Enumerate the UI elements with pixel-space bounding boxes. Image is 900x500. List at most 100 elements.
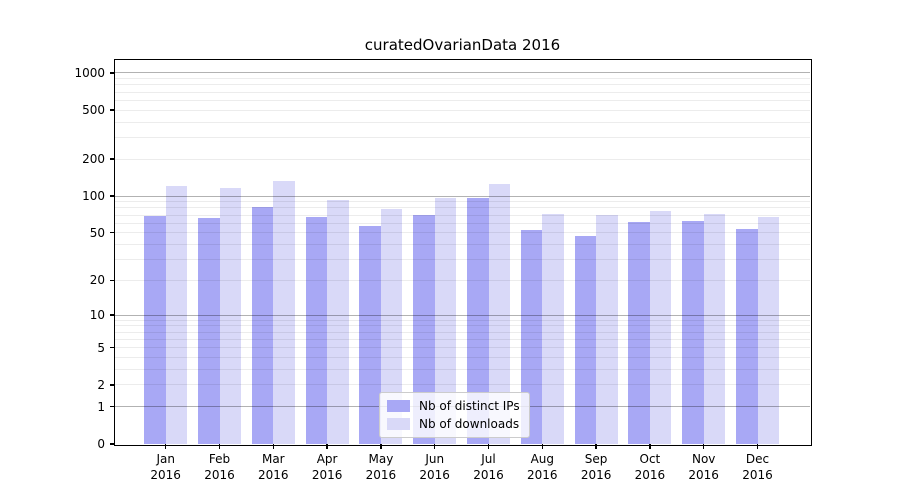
bar — [467, 197, 489, 444]
x-tick — [595, 444, 597, 449]
x-tick — [326, 444, 328, 449]
plot-area — [115, 60, 810, 444]
y-tick-label: 1000 — [74, 65, 105, 80]
gridline-minor — [115, 244, 810, 245]
y-tick — [109, 195, 115, 197]
gridline-minor — [115, 99, 810, 101]
bar — [327, 199, 349, 444]
x-tick-month: Oct — [639, 452, 661, 466]
x-tick-year: 2016 — [634, 467, 666, 482]
x-tick-label: Dec 2016 — [726, 452, 790, 483]
y-tick-label: 5 — [97, 340, 105, 355]
y-tick-label: 200 — [82, 152, 105, 167]
bar — [198, 218, 220, 444]
gridline-minor — [115, 331, 810, 333]
gridline-minor — [115, 347, 810, 349]
x-tick — [218, 444, 221, 449]
legend-entry: Nb of downloads — [387, 416, 520, 432]
y-tick — [109, 109, 115, 111]
x-tick-month: Dec — [745, 452, 770, 466]
x-tick-year: 2016 — [311, 467, 343, 482]
x-tick-month: Apr — [316, 452, 338, 466]
x-tick-year: 2016 — [580, 467, 612, 482]
legend-label: Nb of distinct IPs — [419, 399, 520, 413]
x-tick-month: Feb — [208, 452, 231, 466]
gridline-minor — [115, 121, 810, 123]
x-tick-year: 2016 — [742, 467, 773, 482]
y-tick-label: 2 — [97, 377, 105, 392]
x-tick-month: Nov — [691, 452, 716, 466]
bar — [413, 215, 435, 444]
x-tick-month: Mar — [261, 452, 285, 466]
chart-title: curatedOvarianData 2016 — [364, 36, 561, 54]
x-tick — [756, 444, 759, 449]
bar — [488, 184, 510, 444]
y-tick-label: 10 — [89, 308, 105, 323]
legend-swatch — [387, 418, 410, 430]
x-tick-year: 2016 — [688, 467, 719, 482]
gridline-major — [115, 195, 810, 197]
x-tick-year: 2016 — [419, 467, 450, 482]
x-tick-label: Jan 2016 — [134, 452, 198, 483]
y-tick-label: 20 — [89, 273, 105, 288]
x-tick-label: Feb 2016 — [188, 452, 252, 483]
y-tick — [109, 314, 115, 316]
x-tick-year: 2016 — [527, 467, 558, 482]
bar — [520, 229, 543, 444]
x-tick — [487, 444, 490, 449]
x-tick-month: Jan — [156, 452, 175, 466]
x-tick-year: 2016 — [473, 467, 504, 482]
y-tick-label: 50 — [89, 225, 105, 240]
gridline-minor — [115, 232, 810, 234]
gridline-major — [115, 72, 810, 74]
y-tick — [109, 279, 115, 282]
bar — [703, 213, 726, 444]
x-tick-year: 2016 — [258, 467, 289, 482]
bar — [251, 207, 274, 444]
gridline-minor — [115, 369, 810, 371]
gridline-minor — [115, 214, 810, 216]
bar — [144, 215, 166, 444]
gridline-major — [115, 314, 810, 316]
bar — [736, 228, 758, 444]
x-tick-label: Mar 2016 — [241, 452, 305, 483]
y-tick — [109, 406, 115, 408]
x-tick-month: Jun — [425, 452, 445, 466]
bar — [305, 217, 328, 444]
gridline-minor — [115, 78, 810, 80]
gridline-minor — [115, 338, 810, 340]
bar — [219, 187, 241, 444]
x-tick-label: Jun 2016 — [403, 452, 467, 483]
gridline-minor — [115, 109, 810, 111]
gridline-minor — [115, 222, 810, 224]
gridline-minor — [115, 357, 810, 359]
gridline-minor — [115, 158, 810, 160]
x-tick — [272, 444, 274, 449]
gridline-minor — [115, 325, 810, 327]
legend-swatch — [387, 400, 410, 412]
y-tick — [109, 72, 115, 74]
x-tick-month: May — [368, 452, 394, 466]
x-tick — [165, 444, 167, 449]
gridline-minor — [115, 136, 810, 138]
legend: Nb of distinct IPs Nb of downloads — [379, 392, 530, 438]
x-tick-year: 2016 — [204, 467, 235, 482]
x-tick-month: Jul — [481, 452, 496, 466]
bar — [434, 197, 457, 444]
x-tick-label: Nov 2016 — [672, 452, 736, 483]
x-tick-label: Aug 2016 — [510, 452, 574, 483]
y-tick — [109, 347, 115, 349]
bar — [359, 225, 381, 444]
x-tick — [541, 444, 543, 449]
bar — [649, 211, 672, 444]
x-tick-year: 2016 — [150, 467, 181, 482]
bar — [542, 214, 564, 444]
x-tick-month: Sep — [584, 452, 608, 466]
y-tick — [109, 384, 115, 386]
x-tick — [649, 444, 651, 449]
legend-label: Nb of downloads — [419, 417, 520, 431]
y-tick — [109, 443, 115, 445]
y-tick-label: 500 — [82, 103, 105, 118]
bar — [682, 221, 704, 444]
